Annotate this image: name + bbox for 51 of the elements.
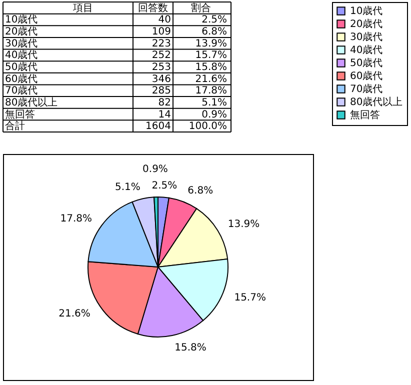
category-label: 80歳代以上 — [5, 97, 58, 108]
text: 13.9% — [195, 38, 227, 50]
text: 項目 — [73, 2, 93, 14]
text: 回答数 — [138, 2, 168, 14]
legend-label: 70歳代 — [350, 83, 383, 95]
text: 40 — [158, 14, 171, 26]
text: 2.5% — [202, 14, 227, 26]
text: 253 — [152, 62, 171, 73]
text: 0.9% — [202, 109, 227, 120]
text: 5.1% — [202, 97, 227, 108]
legend-label: 80歳代以上 — [350, 96, 403, 108]
text: 109 — [152, 26, 171, 38]
text: 14 — [158, 109, 171, 120]
text: 15.7% — [195, 50, 227, 62]
text: 346 — [152, 74, 171, 85]
text: 15.8% — [195, 62, 227, 73]
category-label: 10歳代 — [5, 14, 38, 26]
legend-label: 40歳代 — [350, 44, 383, 56]
data-label: 21.6% — [58, 308, 90, 320]
data-label: 17.8% — [60, 213, 92, 224]
legend-label: 30歳代 — [350, 31, 383, 43]
category-label: 50歳代 — [5, 62, 38, 73]
data-label: 13.9% — [228, 219, 260, 230]
text: 223 — [152, 38, 171, 50]
category-label: 20歳代 — [5, 26, 38, 38]
text: 1604 — [146, 121, 171, 132]
category-label: 70歳代 — [5, 86, 38, 97]
text: 82 — [158, 97, 171, 108]
category-label: 60歳代 — [5, 74, 38, 85]
data-label: 15.7% — [234, 292, 266, 304]
data-label: 6.8% — [188, 186, 214, 197]
text: 17.8% — [195, 86, 227, 97]
legend-label: 60歳代 — [350, 70, 383, 82]
data-label: 0.9% — [142, 164, 168, 176]
text: 285 — [152, 86, 171, 97]
category-label: 30歳代 — [5, 38, 38, 50]
category-label: 無回答 — [5, 109, 35, 120]
text: 6.8% — [202, 26, 227, 38]
text: 21.6% — [195, 74, 227, 85]
legend-label: 20歳代 — [350, 18, 383, 30]
text: 割合 — [191, 2, 211, 14]
data-label: 15.8% — [174, 342, 206, 354]
text: 252 — [152, 50, 171, 62]
legend-label: 10歳代 — [350, 5, 383, 17]
text: 100.0% — [188, 121, 227, 132]
legend-label: 無回答 — [350, 109, 380, 121]
data-label: 5.1% — [114, 182, 140, 193]
category-label: 40歳代 — [5, 50, 38, 62]
text: 合計 — [5, 120, 25, 132]
legend-label: 50歳代 — [350, 57, 383, 69]
data-label: 2.5% — [152, 180, 178, 192]
